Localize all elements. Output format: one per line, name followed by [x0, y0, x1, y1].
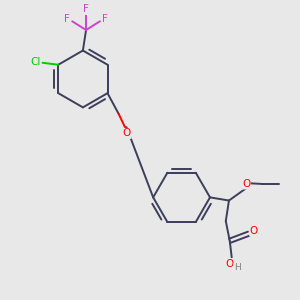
Text: F: F [83, 4, 89, 14]
Text: Cl: Cl [30, 57, 40, 67]
Text: O: O [226, 259, 234, 269]
Text: O: O [242, 179, 250, 189]
Text: O: O [250, 226, 258, 236]
Text: H: H [234, 263, 241, 272]
Text: O: O [123, 128, 131, 138]
Text: F: F [103, 14, 108, 24]
Text: F: F [64, 14, 70, 24]
